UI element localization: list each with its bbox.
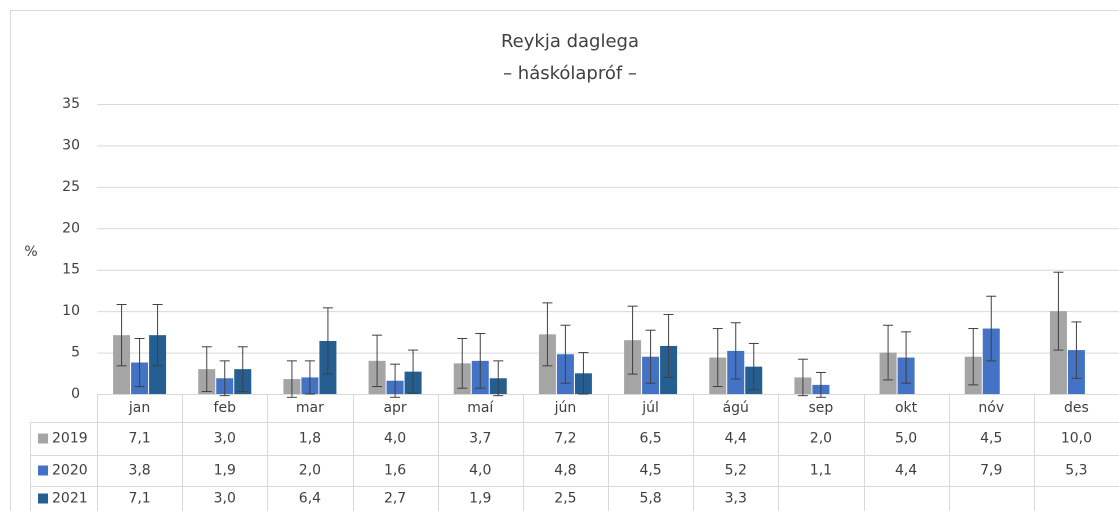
error-bar — [493, 360, 504, 397]
table-value: 4,8 — [554, 463, 576, 479]
table-value: 4,5 — [980, 431, 1002, 447]
legend-swatch — [38, 433, 48, 444]
table-value: 2,7 — [384, 491, 406, 507]
error-bar — [883, 324, 894, 381]
x-tick-label: nóv — [978, 400, 1004, 416]
x-tick-label: des — [1064, 400, 1089, 416]
x-tick-label: apr — [383, 400, 406, 416]
x-tick-label: jan — [128, 400, 150, 416]
error-bar — [730, 322, 741, 380]
x-tick-label: jún — [554, 400, 577, 416]
y-axis-label: % — [24, 244, 37, 260]
table-value: 2,0 — [810, 431, 832, 447]
table-value: 5,3 — [1065, 463, 1087, 479]
table-value: 1,8 — [299, 431, 321, 447]
table-value: 10,0 — [1061, 431, 1092, 447]
error-bar — [663, 313, 674, 378]
error-bar — [219, 360, 230, 397]
chart-frame — [10, 10, 1119, 511]
error-bar — [712, 328, 723, 388]
x-tick-label: sep — [809, 400, 834, 416]
error-bar — [390, 363, 401, 398]
table-value: 5,2 — [725, 463, 747, 479]
table-value: 6,4 — [299, 491, 321, 507]
table-value: 3,7 — [469, 431, 491, 447]
y-tick-label: 10 — [62, 303, 80, 319]
legend-label: 2021 — [52, 491, 88, 507]
x-tick-label: feb — [214, 400, 237, 416]
bar — [1049, 311, 1067, 394]
error-bar — [475, 333, 486, 389]
legend-swatch — [38, 465, 48, 476]
table-value: 4,4 — [725, 431, 747, 447]
table-value: 1,9 — [214, 463, 236, 479]
y-tick-label: 0 — [71, 386, 80, 402]
error-bar — [322, 307, 333, 375]
y-tick-label: 35 — [62, 96, 80, 112]
table-value: 1,6 — [384, 463, 406, 479]
table-value: 7,2 — [554, 431, 576, 447]
legend-label: 2019 — [52, 431, 88, 447]
table-value: 1,1 — [810, 463, 832, 479]
table-value: 3,0 — [214, 431, 236, 447]
error-bar — [560, 324, 571, 384]
table-value: 2,5 — [554, 491, 576, 507]
error-bar — [627, 305, 638, 375]
error-bar — [457, 337, 468, 389]
error-bar — [152, 304, 163, 367]
error-bar — [286, 360, 297, 398]
error-bar — [815, 371, 826, 398]
table-value: 1,9 — [469, 491, 491, 507]
y-tick-label: 25 — [62, 179, 80, 195]
y-tick-label: 5 — [71, 345, 80, 361]
table-value: 5,0 — [895, 431, 917, 447]
chart-subtitle: – háskólapróf – — [503, 63, 637, 84]
error-bar — [304, 360, 315, 395]
error-bar — [645, 329, 656, 384]
x-tick-label: maí — [467, 400, 494, 416]
table-value: 4,5 — [639, 463, 661, 479]
table-value: 7,1 — [128, 431, 150, 447]
table-value: 4,0 — [384, 431, 406, 447]
error-bar — [116, 304, 127, 367]
x-tick-label: mar — [296, 400, 324, 416]
table-value: 4,0 — [469, 463, 491, 479]
error-bar — [748, 342, 759, 391]
table-value: 2,0 — [299, 463, 321, 479]
table-value: 4,4 — [895, 463, 917, 479]
x-tick-label: okt — [895, 400, 918, 416]
chart-title: Reykja daglega — [501, 31, 639, 52]
error-bar — [901, 331, 912, 384]
table-value: 7,9 — [980, 463, 1002, 479]
table-value: 3,0 — [214, 491, 236, 507]
error-bar — [542, 302, 553, 367]
table-value: 6,5 — [639, 431, 661, 447]
error-bar — [968, 328, 979, 386]
table-value: 3,8 — [128, 463, 150, 479]
error-bar — [986, 295, 997, 362]
error-bar — [797, 358, 808, 397]
x-tick-label: júl — [641, 400, 659, 416]
error-bar — [237, 346, 248, 393]
error-bar — [1071, 321, 1082, 379]
error-bar — [372, 334, 383, 388]
y-tick-label: 30 — [62, 137, 80, 153]
table-value: 7,1 — [128, 491, 150, 507]
legend-swatch — [38, 493, 48, 504]
x-tick-label: ágú — [723, 400, 749, 416]
y-tick-label: 15 — [62, 262, 80, 278]
table-value: 3,3 — [725, 491, 747, 507]
legend-label: 2020 — [52, 463, 88, 479]
error-bar — [1053, 271, 1064, 351]
error-bar — [201, 346, 212, 393]
error-bar — [578, 352, 589, 395]
y-tick-label: 20 — [62, 220, 80, 236]
error-bar — [408, 349, 419, 394]
table-value: 5,8 — [639, 491, 661, 507]
error-bar — [134, 337, 145, 388]
